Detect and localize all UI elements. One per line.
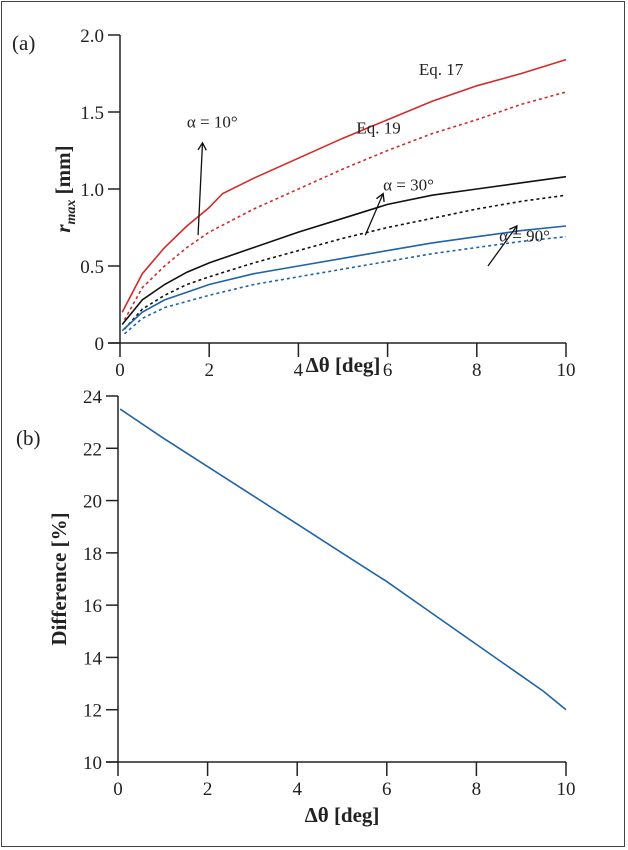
annotation-label: α = 90° [499, 226, 550, 245]
y-tick-label: 1.5 [80, 103, 104, 124]
x-tick-label: 6 [382, 779, 392, 800]
panel-label: (b) [16, 426, 41, 450]
x-tick-label: 4 [294, 360, 304, 381]
x-tick-label: 4 [292, 779, 302, 800]
series-line-3 [123, 194, 567, 330]
x-tick-label: 0 [115, 360, 125, 381]
y-tick-label: 0 [95, 334, 105, 355]
annotation-label: Eq. 19 [356, 119, 400, 138]
y-tick-label: 1.0 [80, 180, 104, 201]
x-tick-label: 6 [383, 360, 393, 381]
y-tick-label: 24 [83, 387, 103, 408]
series-line-1 [123, 91, 567, 321]
y-tick-label: 2.0 [80, 26, 104, 47]
annotation-label: α = 30° [383, 176, 434, 195]
series-line-2 [121, 175, 567, 326]
y-tick-label: 10 [83, 753, 102, 774]
chart-a: (a) 0 2 4 6 8 10 0 0.5 1.0 1.5 2.0 Δθ [deg] rmax [mm]… [12, 26, 576, 381]
y-tick-label: 0.5 [80, 257, 104, 278]
y-axis-label: rmax [mm] [51, 145, 79, 232]
series-line-5 [123, 235, 567, 335]
x-tick-label: 2 [203, 779, 213, 800]
annotation-arrow [487, 224, 518, 267]
panel-label: (a) [12, 31, 35, 55]
y-tick-label: 22 [83, 439, 102, 460]
x-tick-label: 10 [557, 779, 576, 800]
y-tick-label: 14 [83, 648, 103, 669]
x-axis-label: Δθ [deg] [305, 803, 380, 827]
x-tick-label: 10 [557, 360, 576, 381]
y-tick-label: 20 [83, 492, 102, 513]
annotation-label: α = 10° [187, 112, 238, 131]
annotation-arrow [364, 192, 385, 236]
series-line-4 [121, 225, 567, 332]
series-line-0 [119, 408, 567, 711]
y-tick-label: 12 [83, 701, 102, 722]
y-axis-label: Difference [%] [47, 512, 71, 645]
y-label-main: r [51, 224, 75, 233]
y-tick-label: 18 [83, 544, 102, 565]
annotation-arrow [197, 141, 207, 236]
y-label-unit: [mm] [51, 145, 75, 199]
y-label-sub: max [64, 200, 79, 225]
x-tick-label: 8 [472, 779, 482, 800]
x-tick-label: 0 [113, 779, 123, 800]
x-tick-label: 2 [204, 360, 214, 381]
series-line-0 [121, 58, 567, 313]
y-tick-label: 16 [83, 596, 102, 617]
annotation-label: Eq. 17 [419, 60, 464, 79]
x-axis-label: Δθ [deg] [306, 353, 381, 377]
x-tick-label: 8 [472, 360, 482, 381]
